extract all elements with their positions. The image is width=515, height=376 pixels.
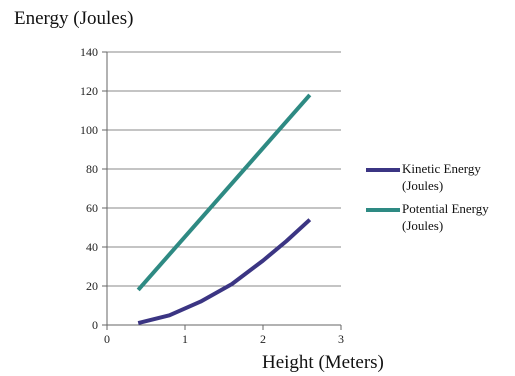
y-tick-label-20: 20 [86,279,98,293]
legend-label-kinetic-energy-line2: (Joules) [402,178,443,193]
x-tick-labels: 0 1 2 3 [104,332,344,346]
y-tick-label-0: 0 [92,318,98,332]
y-tick-label-60: 60 [86,201,98,215]
x-axis-title: Height (Meters) [262,352,384,373]
x-tick-label-3: 3 [338,332,344,346]
legend-label-kinetic-energy-line1: Kinetic Energy [402,161,481,176]
series-lines [136,93,312,326]
legend-label-potential-energy-line2: (Joules) [402,218,443,233]
x-tick-label-0: 0 [104,332,110,346]
y-tick-label-140: 140 [80,45,98,59]
x-tick-label-2: 2 [260,332,266,346]
y-tick-label-120: 120 [80,84,98,98]
legend-label-potential-energy-line1: Potential Energy [402,201,489,216]
legend-item-kinetic-energy: Kinetic Energy (Joules) [366,161,481,193]
series-line-potential-energy [136,93,312,292]
y-tick-label-100: 100 [80,123,98,137]
legend: Kinetic Energy (Joules) Potential Energy… [366,161,489,233]
series-line-kinetic-energy [137,218,312,326]
grid-lines [107,51,341,287]
y-tick-label-40: 40 [86,240,98,254]
y-tick-labels: 0 20 40 60 80 100 120 140 [80,45,98,332]
x-tick-label-1: 1 [182,332,188,346]
y-axis-title: Energy (Joules) [14,8,133,29]
axes [102,51,342,330]
legend-item-potential-energy: Potential Energy (Joules) [366,201,489,233]
y-tick-label-80: 80 [86,162,98,176]
